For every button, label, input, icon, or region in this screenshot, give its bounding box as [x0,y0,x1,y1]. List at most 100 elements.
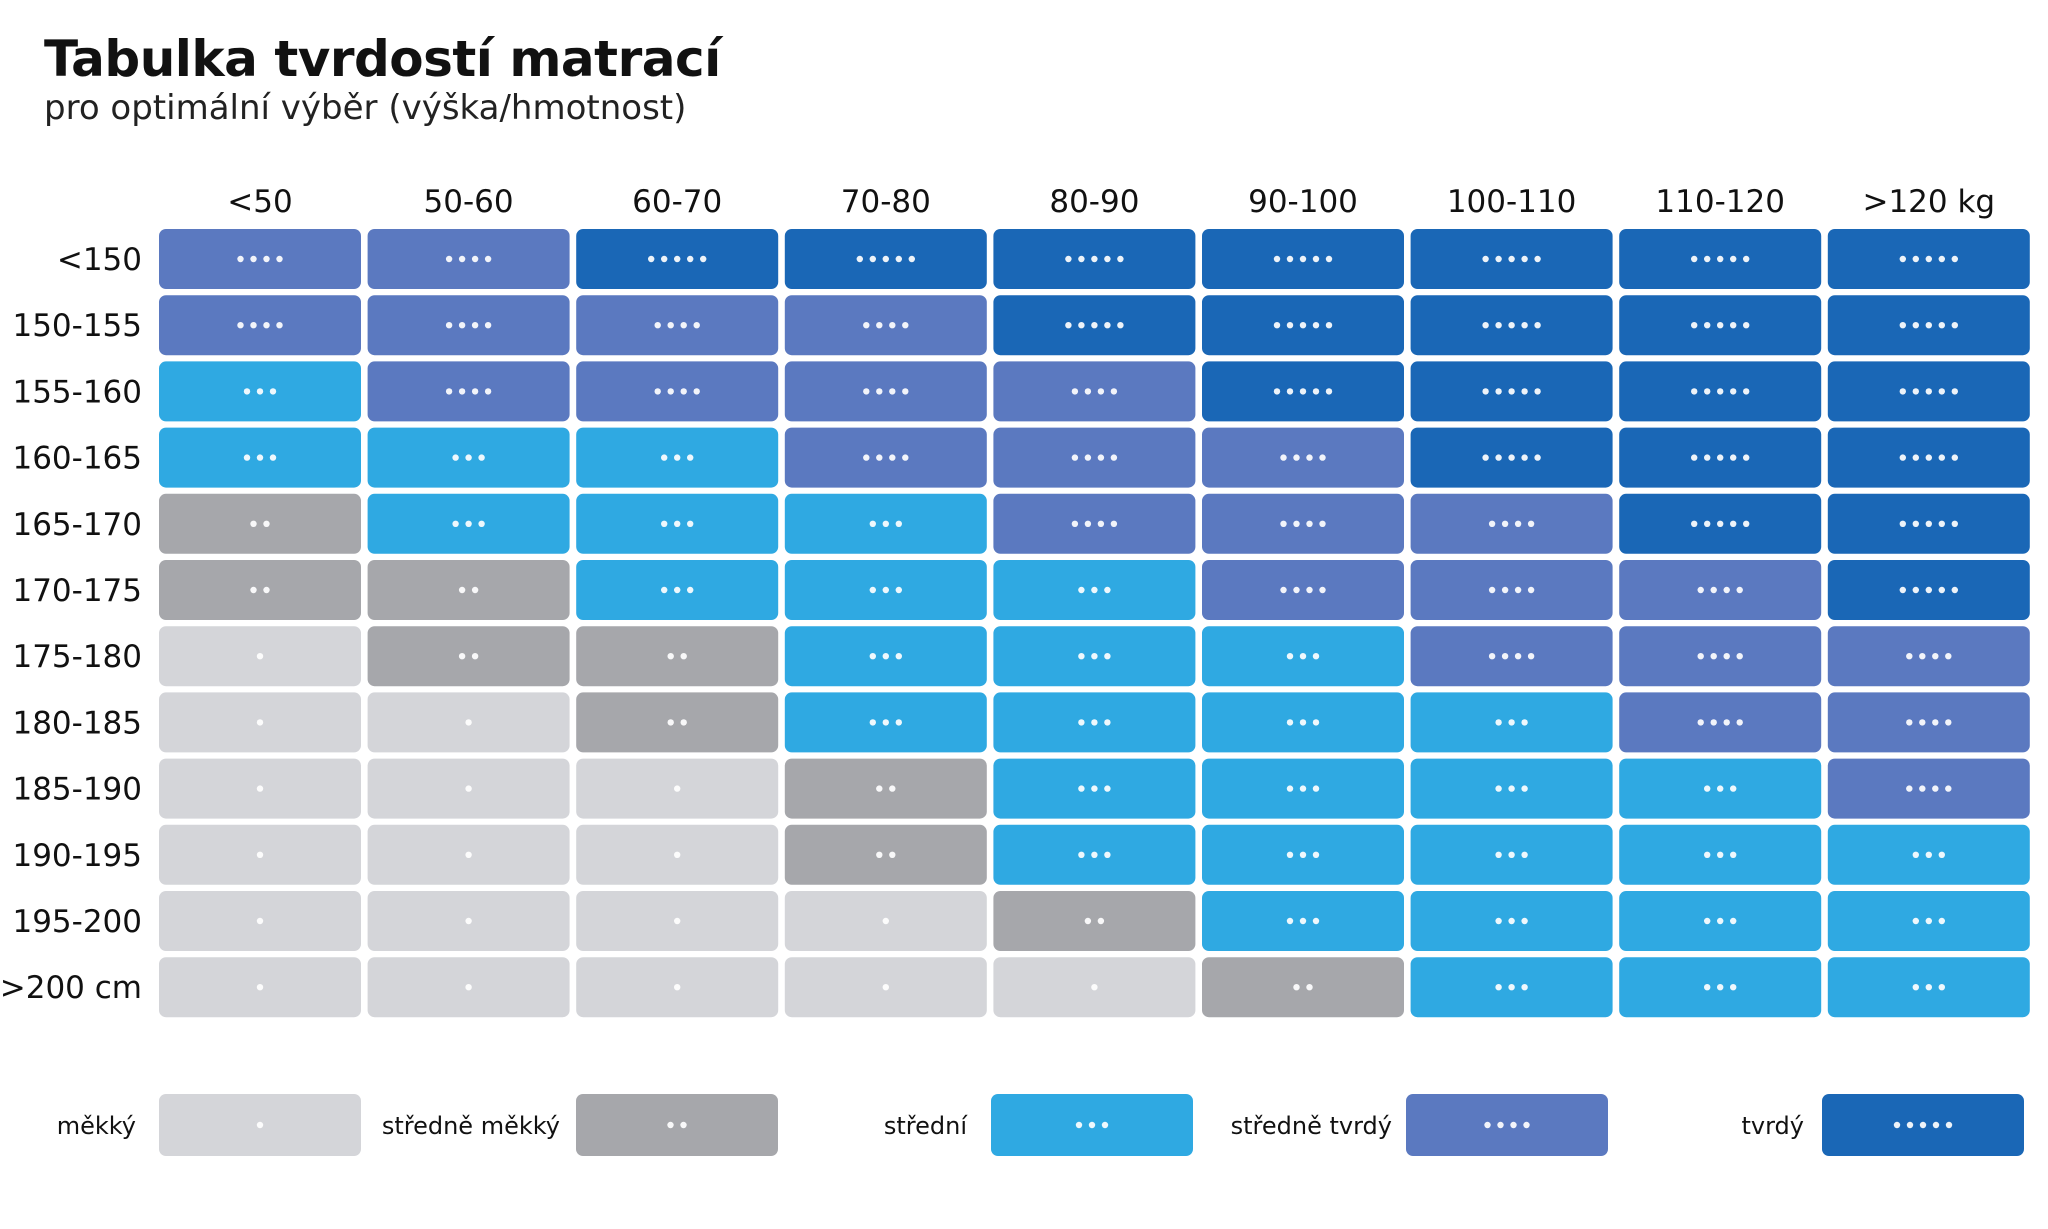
firmness-dot [1482,255,1489,263]
firmness-dot [1723,653,1730,660]
firmness-dot [1286,255,1294,263]
firmness-dot [1730,322,1737,329]
firmness-dot [465,719,472,726]
firmness-dot [1514,586,1522,594]
firmness-dot [465,917,472,925]
heatmap-cell [784,229,987,289]
firmness-dot [1312,785,1320,792]
firmness-dot [1919,653,1926,660]
heatmap-cell [993,626,1196,687]
heatmap-cell [576,692,779,753]
firmness-dot [1293,586,1300,594]
firmness-dot [1110,520,1118,527]
firmness-dot [1704,851,1711,858]
firmness-dot [1293,454,1300,461]
legend-swatch [1406,1094,1608,1156]
firmness-dot [237,322,244,329]
firmness-dot [1925,322,1933,329]
firmness-dot [1925,520,1933,527]
firmness-dot [1286,653,1294,660]
heatmap-cell [784,295,987,356]
heatmap-cell [576,758,779,819]
cell-rect [784,361,987,422]
firmness-dot [1084,520,1092,527]
firmness-dot [1488,586,1496,594]
firmness-dot [250,586,257,594]
firmness-dot [1104,719,1111,726]
firmness-dot [256,388,264,395]
firmness-dot [1306,454,1313,461]
firmness-dot [1527,520,1535,527]
firmness-dot [458,653,466,660]
firmness-dot [674,984,681,991]
firmness-dot [256,984,264,991]
heatmap-cell [1202,824,1404,885]
heatmap-cell [784,361,987,422]
firmness-dot [1697,653,1704,660]
cell-rect [1827,692,2030,753]
firmness-dot [889,851,896,858]
firmness-dot [1286,851,1294,858]
firmness-dot [445,322,453,329]
firmness-dot [1078,785,1085,792]
heatmap-cell [1202,758,1404,819]
heatmap-cell [1410,229,1613,289]
heatmap-cell [1410,295,1613,356]
heatmap-cell [784,692,987,753]
firmness-dot [1912,322,1920,329]
firmness-dot [256,785,264,792]
firmness-dot [1495,255,1502,263]
firmness-dot [876,454,883,461]
heatmap-cell [159,758,361,819]
legend-item: střední [884,1094,1193,1156]
heatmap-cell [1410,758,1613,819]
firmness-dot [1925,388,1933,395]
firmness-dot [674,586,681,594]
firmness-dot [1508,785,1515,792]
firmness-dot [674,785,681,792]
cell-rect [784,824,987,885]
heatmap-cell [367,427,570,488]
firmness-dot [1710,719,1717,726]
column-label: 90-100 [1248,184,1358,220]
legend-item: tvrdý [1742,1094,2024,1156]
firmness-dot [1743,454,1750,461]
heatmap-cell [367,824,570,885]
firmness-dot [1521,719,1528,726]
firmness-dot [1691,520,1698,527]
firmness-dot [1521,322,1528,329]
firmness-dot [1482,388,1489,395]
heatmap-cell [1619,493,1822,554]
firmness-dot [1495,388,1502,395]
heatmap-cell [1619,229,1822,289]
firmness-dot [1717,454,1724,461]
firmness-dot [1091,255,1098,263]
firmness-dot [1925,255,1933,263]
firmness-dot [1514,653,1522,660]
firmness-dot [1906,653,1913,660]
firmness-dot [276,322,283,329]
firmness-dot [1730,785,1737,792]
heatmap-cell [1619,957,1822,1018]
firmness-dot [1717,851,1724,858]
firmness-dot [1899,255,1907,263]
heatmap-cell [1202,957,1404,1018]
firmness-dot [250,520,257,527]
firmness-dot [882,586,889,594]
firmness-dot [1912,586,1920,594]
column-label: >120 kg [1862,184,1995,220]
cell-rect [1619,626,1822,687]
firmness-dot [1101,1121,1109,1129]
firmness-dot [876,322,883,329]
column-label: 100-110 [1447,184,1577,220]
firmness-dot [1730,851,1737,858]
cell-rect [159,229,361,289]
firmness-dot [1299,388,1307,395]
cell-rect [576,361,779,422]
firmness-dot [1945,653,1952,660]
firmness-dot [1117,255,1124,263]
heatmap-cell [159,692,361,753]
firmness-dot [1925,454,1933,461]
heatmap-cell [159,295,361,356]
cell-rect [1619,692,1822,753]
